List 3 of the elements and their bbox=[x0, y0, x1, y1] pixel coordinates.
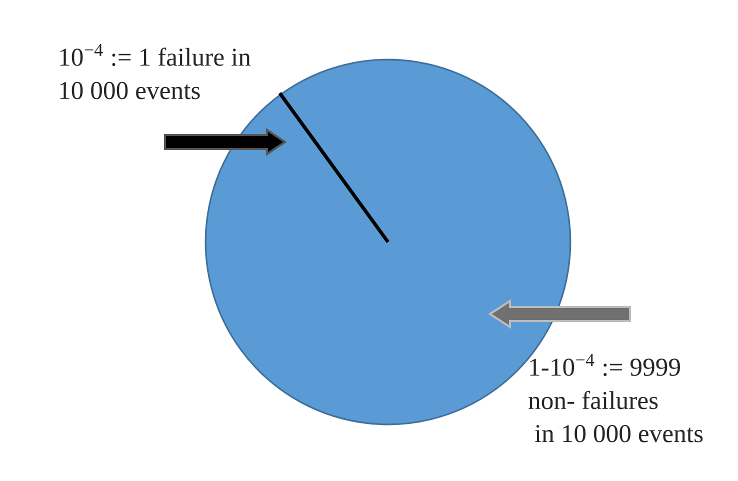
slice-label: 1-10$^{−4}$ := 9999 non- failures in 10 000 events bbox=[528, 354, 703, 442]
pie-slice bbox=[278, 92, 390, 244]
slice-label: 10$^{−4}$ := 1 failure in 10 000 events bbox=[60, 44, 251, 100]
